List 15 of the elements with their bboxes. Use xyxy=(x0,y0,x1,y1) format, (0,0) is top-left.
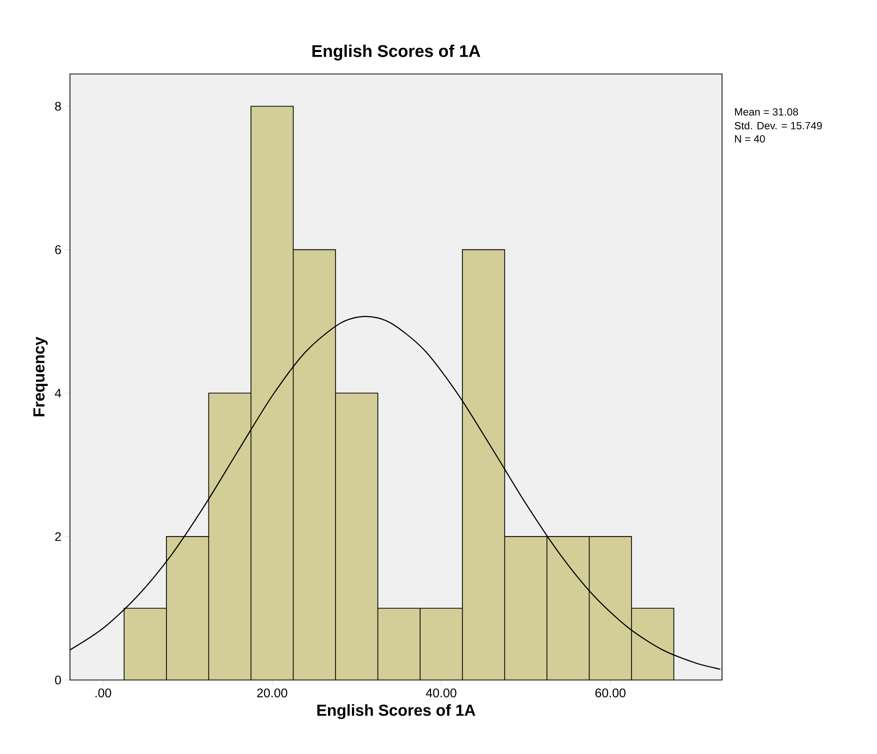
y-axis-title: Frequency xyxy=(33,336,48,416)
y-tick-label: 4 xyxy=(54,388,62,398)
x-tick-label: .00 xyxy=(95,688,112,698)
y-tick-label: 2 xyxy=(55,532,61,541)
y-tick-label: 0 xyxy=(55,676,61,684)
text: Std. Dev. = 15.749 xyxy=(734,122,822,130)
x-axis-title: English Scores of 1A xyxy=(317,704,476,720)
y-tick-label: 6 xyxy=(55,245,61,254)
chart-title: English Scores of 1A xyxy=(312,44,480,60)
text: N = 40 xyxy=(735,135,765,143)
x-tick-label: 20.00 xyxy=(257,688,288,698)
text: Mean = 31.08 xyxy=(735,108,798,116)
y-tick-label: 8 xyxy=(55,102,61,111)
x-tick-label: 40.00 xyxy=(426,688,456,698)
x-tick-label: 60.00 xyxy=(595,688,626,698)
